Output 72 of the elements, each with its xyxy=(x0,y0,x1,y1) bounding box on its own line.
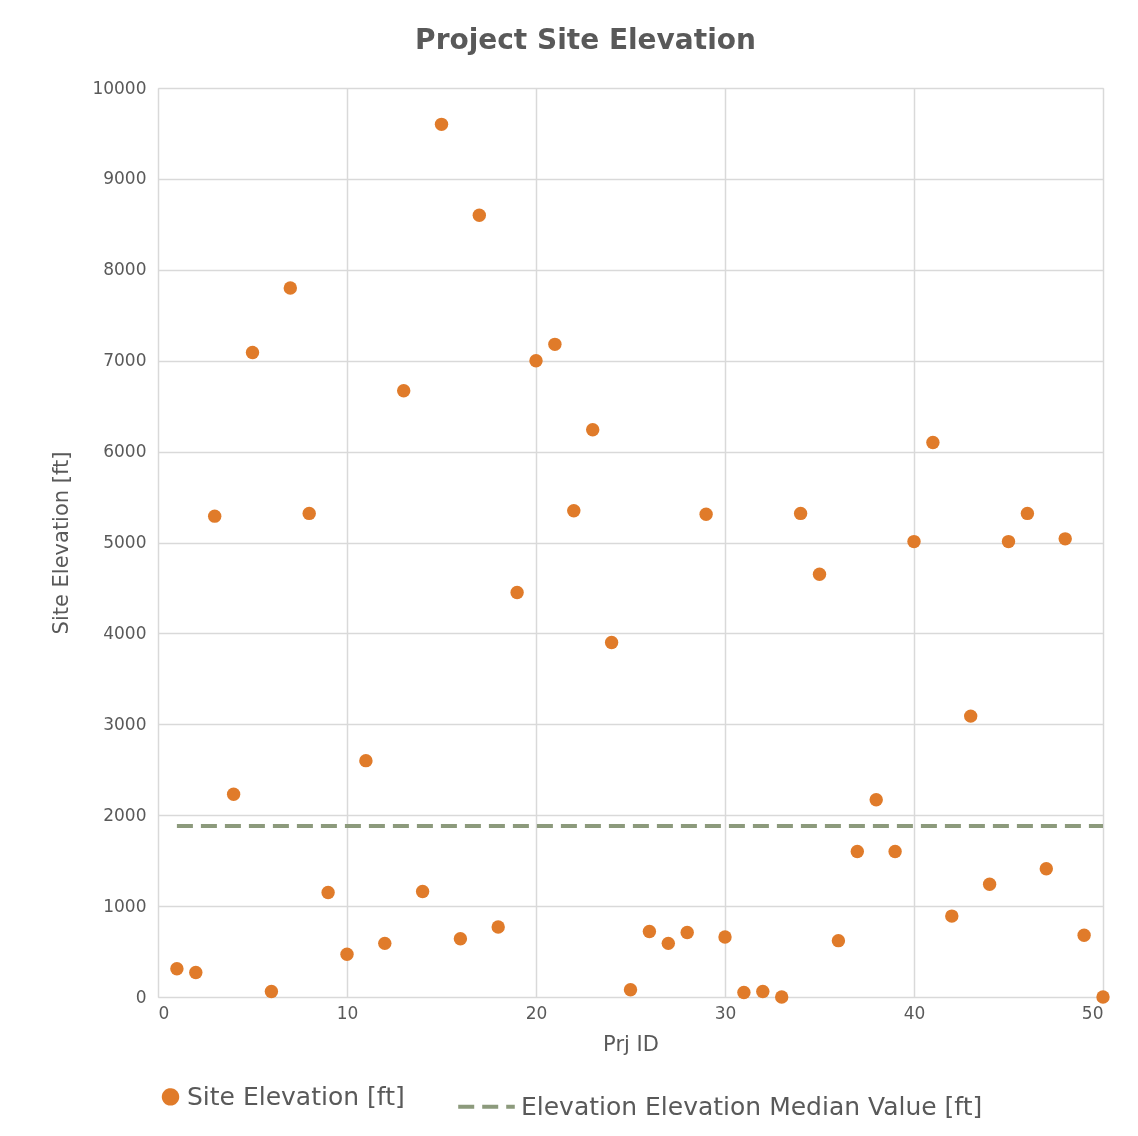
point xyxy=(945,909,959,923)
x-tick-label: 50 xyxy=(1081,1002,1104,1023)
point xyxy=(415,884,430,899)
x-tick-label: 10 xyxy=(336,1002,359,1023)
y-tick-label: 2000 xyxy=(103,804,147,825)
x-tick-label: 20 xyxy=(525,1002,548,1023)
point xyxy=(774,990,789,1004)
point xyxy=(718,930,732,944)
x-tick-label: 30 xyxy=(714,1002,737,1023)
point xyxy=(1020,506,1035,521)
point xyxy=(226,787,241,801)
point xyxy=(737,985,751,1000)
point xyxy=(831,933,846,948)
point xyxy=(1077,928,1091,942)
point xyxy=(264,984,279,999)
point xyxy=(567,503,581,518)
point xyxy=(453,932,468,946)
point xyxy=(207,509,222,523)
y-tick-label: 8000 xyxy=(103,259,147,280)
x-axis-title: Prj ID xyxy=(603,1031,659,1056)
point xyxy=(170,962,184,976)
point xyxy=(283,281,298,295)
y-tick-label: 1000 xyxy=(103,895,147,916)
point xyxy=(378,936,392,951)
point xyxy=(604,635,619,650)
point xyxy=(756,984,770,999)
y-tick-label: 7000 xyxy=(103,350,147,371)
point xyxy=(396,384,411,398)
point xyxy=(548,337,562,352)
point xyxy=(359,753,373,768)
point xyxy=(963,709,978,723)
y-tick-label: 3000 xyxy=(103,713,147,734)
point xyxy=(510,585,524,600)
legend-label: Elevation Elevation Median Value [ft] xyxy=(521,1091,983,1121)
point xyxy=(1039,862,1054,876)
point xyxy=(680,925,694,940)
point xyxy=(982,877,997,891)
point xyxy=(1058,532,1072,546)
point xyxy=(623,983,638,997)
point xyxy=(1001,534,1016,549)
point xyxy=(189,965,203,980)
point xyxy=(812,567,827,582)
y-tick-label: 5000 xyxy=(103,532,147,552)
point xyxy=(321,885,335,900)
point xyxy=(699,507,713,522)
y-tick-label: 10000 xyxy=(92,77,147,98)
y-tick-label: 6000 xyxy=(103,441,147,462)
point xyxy=(869,793,883,807)
y-tick-label: 4000 xyxy=(103,622,147,643)
y-axis-title: Site Elevation [ft] xyxy=(49,451,74,635)
point xyxy=(529,354,543,368)
legend-label: Site Elevation [ft] xyxy=(187,1081,405,1111)
point xyxy=(793,506,808,521)
y-tick-label: 9000 xyxy=(103,168,147,189)
point xyxy=(585,423,600,437)
x-tick-label: 40 xyxy=(903,1002,926,1023)
chart-title: Project Site Elevation xyxy=(415,23,756,56)
point xyxy=(888,844,902,859)
point xyxy=(926,435,940,450)
point xyxy=(642,924,657,939)
point xyxy=(850,844,865,859)
point xyxy=(491,920,505,934)
point xyxy=(661,936,676,951)
point xyxy=(472,208,487,222)
point xyxy=(907,534,921,549)
y-tick-label: 0 xyxy=(135,986,147,1007)
x-tick-label: 0 xyxy=(158,1002,170,1023)
point xyxy=(245,345,260,360)
point xyxy=(340,947,354,961)
point xyxy=(1096,990,1110,1004)
point xyxy=(434,117,449,132)
point xyxy=(302,506,316,521)
